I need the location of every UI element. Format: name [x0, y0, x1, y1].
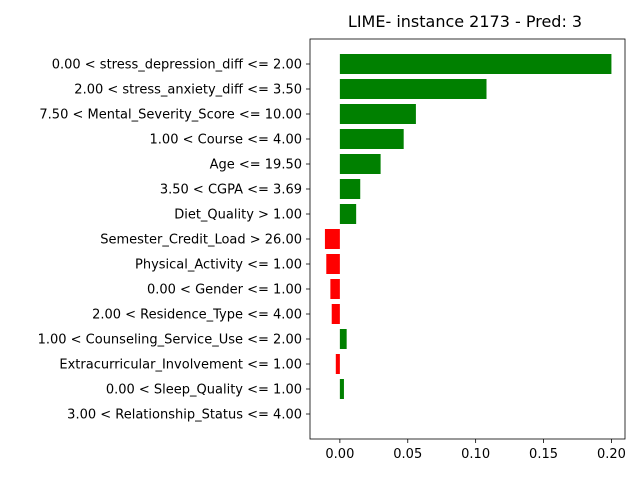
y-tick-label: 2.00 < Residence_Type <= 4.00: [92, 308, 302, 323]
bar: [339, 54, 612, 74]
y-tick-label: 3.50 < CGPA <= 3.69: [160, 183, 302, 198]
bar: [339, 379, 344, 399]
y-tick-label: 0.00 < stress_depression_diff <= 2.00: [52, 58, 302, 73]
y-tick-label: 0.00 < Sleep_Quality <= 1.00: [106, 383, 302, 398]
bar: [339, 104, 416, 124]
x-tick-label: 0.20: [597, 447, 626, 462]
y-tick-label: 1.00 < Course <= 4.00: [150, 133, 302, 148]
bar: [339, 79, 487, 99]
plot-area: 0.00 < stress_depression_diff <= 2.00 2.0…: [38, 38, 626, 462]
bar: [335, 354, 340, 374]
x-tick-label: 0.00: [325, 447, 354, 462]
x-tick-label: 0.10: [461, 447, 490, 462]
chart-title: LIME- instance 2173 - Pred: 3: [348, 12, 582, 31]
bar: [324, 229, 340, 249]
y-tick-label: Semester_Credit_Load > 26.00: [100, 233, 302, 248]
bar: [339, 329, 347, 349]
y-tick-label: 0.00 < Gender <= 1.00: [147, 283, 302, 298]
x-tick-label: 0.05: [393, 447, 422, 462]
axes-frame: [309, 38, 626, 440]
bar: [339, 154, 381, 174]
y-tick-label: Age <= 19.50: [210, 158, 302, 173]
bar: [339, 204, 357, 224]
bar: [339, 129, 404, 149]
y-tick-label: Extracurricular_Involvement <= 1.00: [59, 358, 302, 373]
y-tick-label: 3.00 < Relationship_Status <= 4.00: [67, 408, 302, 423]
bar: [326, 254, 340, 274]
y-tick-label: Physical_Activity <= 1.00: [135, 258, 302, 273]
bar: [331, 304, 340, 324]
y-tick-label: 7.50 < Mental_Severity_Score <= 10.00: [39, 108, 302, 123]
bar: [339, 179, 361, 199]
y-tick-label: Diet_Quality > 1.00: [174, 208, 302, 223]
y-tick-label: 2.00 < stress_anxiety_diff <= 3.50: [74, 83, 302, 98]
bar: [330, 279, 340, 299]
x-tick-label: 0.15: [529, 447, 558, 462]
y-tick-label: 1.00 < Counseling_Service_Use <= 2.00: [38, 333, 302, 348]
